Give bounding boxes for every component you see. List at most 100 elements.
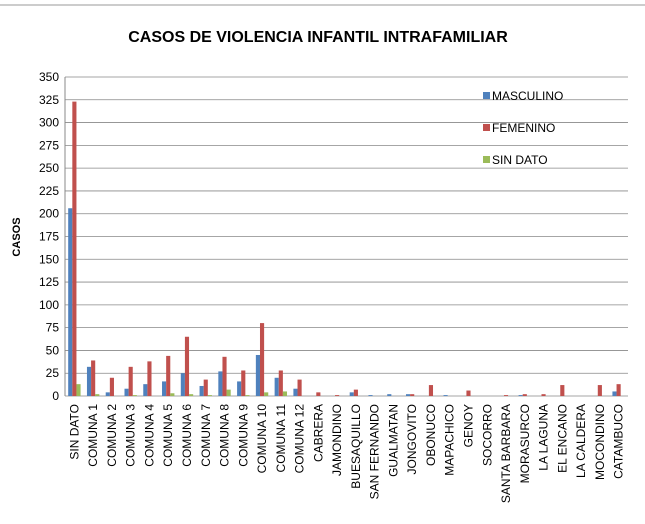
x-tick-label: COMUNA 12 (293, 404, 307, 474)
bar (316, 392, 321, 396)
bar (612, 391, 617, 396)
legend-label: SIN DATO (492, 153, 548, 167)
bar (597, 385, 602, 396)
bar (443, 395, 448, 396)
y-tick-label: 275 (39, 138, 59, 152)
bar (218, 371, 223, 396)
bar (616, 384, 621, 396)
bar (170, 393, 175, 396)
bar (189, 394, 194, 396)
bar (503, 395, 509, 396)
x-tick-label: EL ENCANO (555, 404, 569, 473)
x-tick-label: COMUNA 2 (105, 404, 119, 467)
y-tick-label: 175 (39, 230, 59, 244)
x-tick-label: JAMONDINO (330, 404, 344, 476)
bar (95, 394, 100, 396)
x-tick-label: COMUNA 3 (124, 404, 138, 467)
legend-swatch (483, 124, 490, 131)
bar (245, 395, 250, 396)
bar (68, 208, 73, 396)
bar (274, 377, 279, 396)
y-tick-label: 150 (39, 252, 59, 266)
x-tick-label: COMUNA 9 (236, 404, 250, 467)
x-tick-label: COMUNA 11 (274, 404, 288, 473)
bar (147, 361, 152, 396)
x-tick-label: MOCONDINO (593, 404, 607, 480)
x-tick-label: MORASURCO (518, 404, 532, 483)
chart-title: CASOS DE VIOLENCIA INFANTIL INTRAFAMILIA… (128, 29, 508, 46)
x-tick-label: MAPACHICO (443, 404, 457, 476)
bar (560, 385, 565, 396)
bar (297, 379, 302, 396)
y-tick-label: 250 (39, 161, 59, 175)
x-tick-label: COMUNA 10 (255, 404, 269, 474)
bar (162, 381, 167, 396)
x-tick-label: CATAMBUCO (612, 404, 626, 479)
bar (105, 392, 110, 396)
bar (203, 379, 208, 396)
bar (259, 323, 265, 396)
bar (522, 394, 527, 396)
x-tick-label: OBONUCO (424, 404, 438, 466)
bar (293, 388, 298, 396)
bar (264, 392, 269, 396)
y-tick-label: 350 (39, 70, 59, 84)
x-tick-label: LA LAGUNA (537, 404, 551, 471)
x-tick-label: GENOY (461, 404, 475, 447)
bar (368, 395, 373, 396)
bar (143, 384, 148, 396)
x-tick-label: GUALMATAN (386, 404, 400, 477)
legend-label: MASCULINO (492, 89, 563, 103)
x-tick-label: CABRERA (311, 404, 325, 462)
x-tick-label: COMUNA 8 (218, 404, 232, 467)
bar (72, 101, 77, 396)
bar (278, 370, 283, 396)
y-tick-label: 125 (39, 275, 59, 289)
bar (128, 366, 133, 396)
bar (124, 388, 129, 396)
y-tick-label: 0 (52, 389, 59, 403)
x-tick-label: SOCORRO (480, 404, 494, 466)
y-tick-label: 300 (39, 116, 59, 130)
y-tick-label: 50 (46, 343, 60, 357)
x-tick-label: SIN DATO (67, 404, 81, 460)
x-tick-label: SAN FERNANDO (368, 404, 382, 499)
bar (282, 391, 288, 396)
legend-swatch (483, 156, 490, 163)
bar (86, 366, 92, 396)
bar (237, 381, 242, 396)
bar (428, 385, 434, 396)
y-tick-label: 200 (39, 207, 59, 221)
x-tick-label: LA CALDERA (574, 404, 588, 478)
bar (184, 336, 190, 396)
bar (466, 390, 471, 396)
bar (109, 377, 114, 396)
bar (180, 373, 185, 396)
bar (349, 392, 354, 396)
legend-label: FEMENINO (492, 121, 555, 135)
y-tick-label: 25 (46, 366, 60, 380)
bar (241, 370, 246, 396)
bar (353, 389, 358, 396)
bar (207, 395, 212, 396)
bar (132, 395, 137, 396)
x-tick-label: SANTA BARBARA (499, 404, 513, 503)
y-tick-label: 325 (39, 93, 59, 107)
bar (518, 395, 523, 396)
x-tick-label: COMUNA 7 (199, 404, 213, 467)
x-tick-label: COMUNA 6 (180, 404, 194, 467)
x-tick-label: COMUNA 1 (86, 404, 100, 467)
bar (335, 395, 340, 396)
bar (222, 356, 227, 396)
legend-swatch (483, 92, 490, 99)
bar (387, 394, 392, 396)
y-tick-label: 100 (39, 298, 59, 312)
y-axis-label: CASOS (11, 217, 23, 256)
bar (76, 384, 81, 396)
bar (541, 394, 546, 396)
bar (255, 354, 260, 396)
bar (226, 389, 231, 396)
bar (199, 385, 204, 396)
bar (91, 360, 96, 396)
